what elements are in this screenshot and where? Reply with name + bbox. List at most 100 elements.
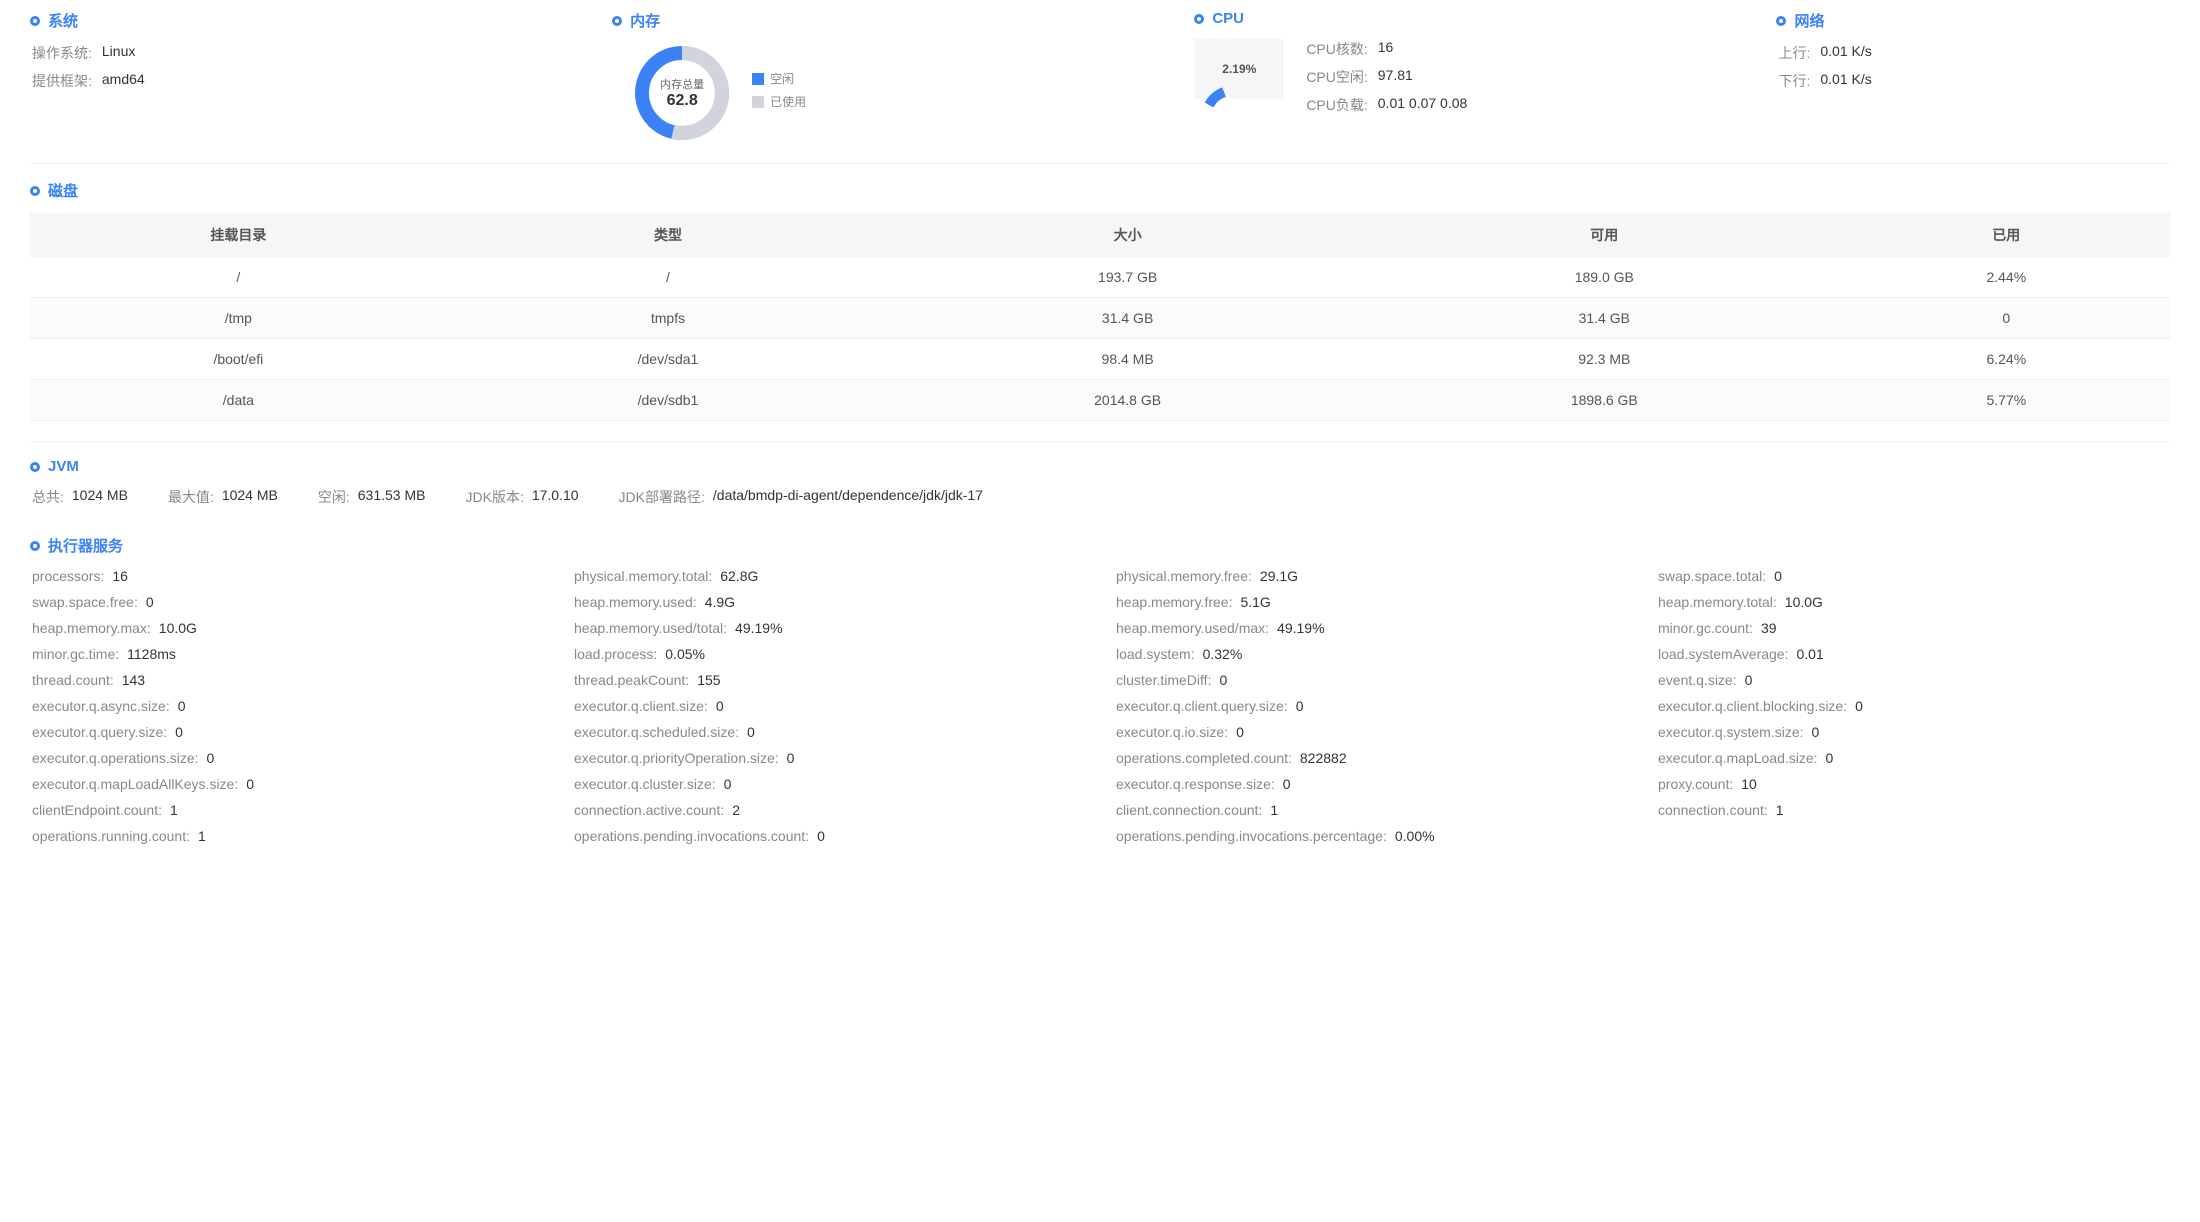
table-cell: /data xyxy=(30,380,447,421)
metric-item: operations.pending.invocations.count:0 xyxy=(574,828,1086,844)
metric-item: heap.memory.max: 10.0G xyxy=(32,620,544,636)
jvm-label: JDK部署路径: xyxy=(619,487,705,507)
metric-label: operations.running.count: xyxy=(32,828,190,844)
metric-label: thread.peakCount: xyxy=(574,672,689,688)
metric-item: executor.q.mapLoad.size:0 xyxy=(1658,750,2170,766)
metric-label: event.q.size: xyxy=(1658,672,1737,688)
jvm-item: 总共: 1024 MB xyxy=(32,487,128,507)
legend-color-icon xyxy=(752,73,764,85)
table-cell: 98.4 MB xyxy=(889,339,1366,380)
table-cell: /dev/sda1 xyxy=(447,339,890,380)
executor-metrics-grid: processors:16physical.memory.total:62.8G… xyxy=(30,568,2170,844)
legend-color-icon xyxy=(752,96,764,108)
metric-item: minor.gc.count:39 xyxy=(1658,620,2170,636)
panel-header: 网络 xyxy=(1776,10,2170,31)
metric-label: executor.q.client.size: xyxy=(574,698,708,714)
metric-value: 0.32% xyxy=(1203,646,1243,662)
table-header-cell: 已用 xyxy=(1843,213,2170,257)
metric-label: executor.q.async.size: xyxy=(32,698,170,714)
metric-item: event.q.size:0 xyxy=(1658,672,2170,688)
metric-value: 16 xyxy=(112,568,128,584)
legend-label: 已使用 xyxy=(770,93,806,110)
bullet-icon xyxy=(30,186,40,196)
metric-value: 0.00% xyxy=(1395,828,1435,844)
metric-item: executor.q.async.size: 0 xyxy=(32,698,544,714)
metric-value: 0 xyxy=(175,724,183,740)
metric-item: load.systemAverage:0.01 xyxy=(1658,646,2170,662)
metric-value: 0 xyxy=(178,698,186,714)
metric-label: executor.q.client.query.size: xyxy=(1116,698,1288,714)
metric-value: 1128ms xyxy=(127,646,176,662)
metric-value: 0 xyxy=(817,828,825,844)
metric-item: heap.memory.free:5.1G xyxy=(1116,594,1628,610)
metric-value: 0 xyxy=(246,776,254,792)
panel-title: 系统 xyxy=(48,10,78,31)
table-row: //193.7 GB189.0 GB2.44% xyxy=(30,257,2170,298)
panel-title: 执行器服务 xyxy=(48,535,123,556)
metric-label: minor.gc.count: xyxy=(1658,620,1753,636)
arch-label: 提供框架: xyxy=(32,71,92,91)
metric-item: proxy.count: 10 xyxy=(1658,776,2170,792)
kv-row: 上行: 0.01 K/s xyxy=(1776,43,2170,63)
metric-item: executor.q.client.blocking.size:0 xyxy=(1658,698,2170,714)
metric-value: 4.9G xyxy=(705,594,735,610)
metric-item: load.process:0.05% xyxy=(574,646,1086,662)
legend-item-used: 已使用 xyxy=(752,93,806,110)
metric-item: executor.q.client.size:0 xyxy=(574,698,1086,714)
metric-label: physical.memory.free: xyxy=(1116,568,1252,584)
table-cell: / xyxy=(447,257,890,298)
table-cell: 92.3 MB xyxy=(1366,339,1843,380)
os-label: 操作系统: xyxy=(32,43,92,63)
table-header-cell: 可用 xyxy=(1366,213,1843,257)
panel-title: 磁盘 xyxy=(48,180,78,201)
table-cell: 6.24% xyxy=(1843,339,2170,380)
metric-label: executor.q.client.blocking.size: xyxy=(1658,698,1847,714)
metric-value: 5.1G xyxy=(1240,594,1270,610)
kv-row: 提供框架: amd64 xyxy=(30,71,592,91)
metric-label: operations.pending.invocations.percentag… xyxy=(1116,828,1387,844)
jvm-value: 1024 MB xyxy=(72,487,128,507)
net-down-label: 下行: xyxy=(1778,71,1810,91)
metric-value: 155 xyxy=(697,672,720,688)
donut-center: 内存总量 62.8 xyxy=(660,76,704,110)
metric-value: 0 xyxy=(1296,698,1304,714)
jvm-label: 总共: xyxy=(32,487,64,507)
metric-label: swap.space.free: xyxy=(32,594,138,610)
metric-value: 0 xyxy=(1812,724,1820,740)
panel-title: 网络 xyxy=(1794,10,1824,31)
metric-item: swap.space.total:0 xyxy=(1658,568,2170,584)
panel-header: 系统 xyxy=(30,10,592,31)
gauge-arc-icon xyxy=(1204,87,1274,107)
jvm-value: 631.53 MB xyxy=(358,487,426,507)
system-panel: 系统 操作系统: Linux 提供框架: amd64 xyxy=(30,10,592,143)
metric-value: 10 xyxy=(1741,776,1757,792)
metric-label: heap.memory.total: xyxy=(1658,594,1777,610)
metric-item: thread.peakCount: 155 xyxy=(574,672,1086,688)
metric-value: 10.0G xyxy=(159,620,197,636)
table-cell: 2014.8 GB xyxy=(889,380,1366,421)
metric-label: load.system: xyxy=(1116,646,1195,662)
panel-title: 内存 xyxy=(630,10,660,31)
kv-row: CPU核数: 16 xyxy=(1304,39,1467,59)
metric-value: 0 xyxy=(747,724,755,740)
metric-value: 0 xyxy=(1236,724,1244,740)
metric-value: 49.19% xyxy=(735,620,782,636)
jvm-item: JDK版本:17.0.10 xyxy=(465,487,578,507)
table-cell: 189.0 GB xyxy=(1366,257,1843,298)
metric-item: executor.q.client.query.size: 0 xyxy=(1116,698,1628,714)
metric-item: executor.q.cluster.size:0 xyxy=(574,776,1086,792)
metric-label: proxy.count: xyxy=(1658,776,1733,792)
metric-label: heap.memory.max: xyxy=(32,620,151,636)
panel-header: 磁盘 xyxy=(30,180,2170,201)
metric-item: heap.memory.used:4.9G xyxy=(574,594,1086,610)
metric-item: executor.q.query.size:0 xyxy=(32,724,544,740)
jvm-info-row: 总共:1024 MB最大值:1024 MB空闲:631.53 MBJDK版本:1… xyxy=(30,487,2170,507)
table-header-cell: 大小 xyxy=(889,213,1366,257)
bullet-icon xyxy=(30,541,40,551)
jvm-value: 1024 MB xyxy=(222,487,278,507)
metric-label: executor.q.priorityOperation.size: xyxy=(574,750,779,766)
metric-item: executor.q.io.size:0 xyxy=(1116,724,1628,740)
metric-label: heap.memory.used/total: xyxy=(574,620,727,636)
metric-label: connection.count: xyxy=(1658,802,1768,818)
table-cell: 0 xyxy=(1843,298,2170,339)
